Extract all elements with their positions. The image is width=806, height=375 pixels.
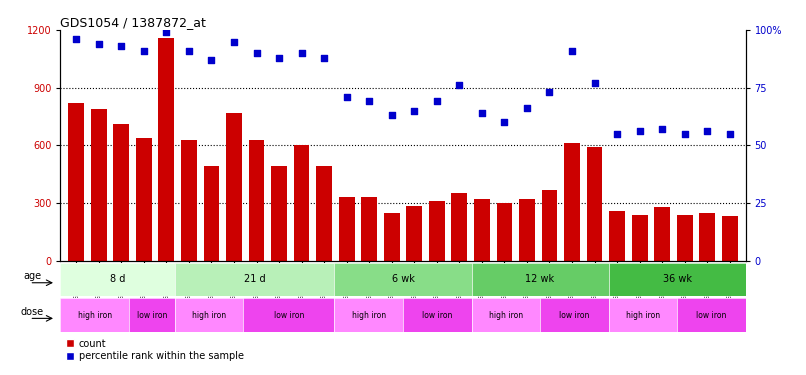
Text: 21 d: 21 d (243, 274, 265, 284)
Point (634, 129, 646, 135)
Point (205, 57, 218, 63)
Bar (406, 206, 422, 261)
Bar (429, 201, 445, 261)
Point (700, 129, 713, 135)
Legend: count, percentile rank within the sample: count, percentile rank within the sample (65, 339, 244, 361)
Bar (361, 197, 377, 261)
Point (295, 50, 308, 56)
Point (385, 112, 398, 118)
Point (430, 99, 443, 105)
Bar (339, 197, 355, 261)
Point (656, 126, 669, 132)
Bar (159, 38, 174, 261)
Text: low iron: low iron (273, 310, 304, 320)
Bar (519, 199, 535, 261)
Point (114, 43, 127, 49)
Text: low iron: low iron (559, 310, 589, 320)
Bar (293, 146, 310, 261)
Bar (496, 203, 513, 261)
Text: 6 wk: 6 wk (392, 274, 414, 284)
Point (588, 80, 601, 86)
Point (521, 105, 534, 111)
Bar (384, 213, 400, 261)
Point (566, 48, 579, 54)
Bar (136, 138, 152, 261)
Text: low iron: low iron (136, 310, 167, 320)
Point (679, 131, 692, 137)
Point (408, 108, 421, 114)
Point (498, 119, 511, 125)
Bar (700, 213, 715, 261)
Bar (271, 166, 287, 261)
Point (160, 29, 172, 35)
Bar (587, 147, 602, 261)
Bar (114, 124, 129, 261)
Point (272, 55, 285, 61)
Bar (609, 211, 625, 261)
Text: 12 wk: 12 wk (526, 274, 555, 284)
Text: GDS1054 / 1387872_at: GDS1054 / 1387872_at (60, 16, 206, 29)
Bar (632, 216, 647, 261)
Text: high iron: high iron (77, 310, 112, 320)
Point (93, 41, 106, 47)
Text: high iron: high iron (192, 310, 226, 320)
Bar (91, 109, 106, 261)
Point (227, 39, 240, 45)
Point (543, 89, 556, 95)
Text: low iron: low iron (696, 310, 726, 320)
Bar (564, 143, 580, 261)
Point (250, 50, 263, 56)
Text: 8 d: 8 d (110, 274, 125, 284)
Point (363, 99, 376, 105)
Point (723, 131, 736, 137)
Text: low iron: low iron (422, 310, 452, 320)
Bar (474, 199, 490, 261)
Point (182, 48, 195, 54)
Bar (204, 166, 219, 261)
Bar (654, 207, 670, 261)
Bar (316, 166, 332, 261)
Text: age: age (23, 271, 41, 281)
Text: 36 wk: 36 wk (663, 274, 692, 284)
Bar (677, 214, 692, 261)
Point (340, 94, 353, 100)
Point (137, 48, 150, 54)
Point (476, 110, 488, 116)
Bar (542, 189, 558, 261)
Point (453, 82, 466, 88)
Text: high iron: high iron (625, 310, 660, 320)
Bar (69, 103, 84, 261)
Text: high iron: high iron (488, 310, 523, 320)
Point (70, 36, 83, 42)
Bar (722, 216, 737, 261)
Text: high iron: high iron (351, 310, 386, 320)
Bar (451, 194, 467, 261)
Text: dose: dose (21, 307, 44, 316)
Bar (181, 140, 197, 261)
Bar (248, 140, 264, 261)
Bar (226, 112, 242, 261)
Point (318, 55, 330, 61)
Point (611, 131, 624, 137)
